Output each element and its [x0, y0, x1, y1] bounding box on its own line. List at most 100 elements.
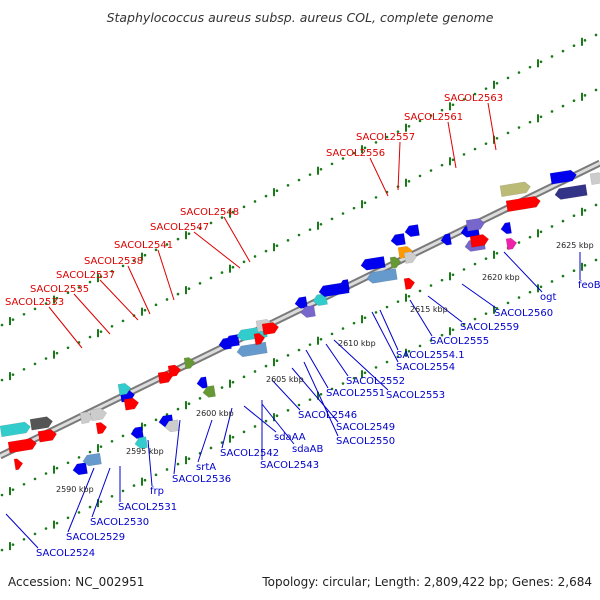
track-dot	[506, 131, 510, 135]
track-dot	[528, 120, 532, 124]
track-dot	[330, 387, 334, 391]
track-dot	[187, 402, 191, 406]
track-dot	[308, 173, 312, 176]
track-dot	[539, 60, 543, 64]
label-leader	[91, 467, 111, 518]
gene-arrow	[338, 279, 350, 292]
track-dot	[55, 521, 59, 525]
track-dot	[539, 285, 543, 289]
gene-arrow	[505, 237, 518, 251]
track-dot	[495, 81, 499, 85]
track-dot	[187, 457, 191, 461]
label-leader	[379, 309, 399, 351]
label-leader	[371, 311, 399, 363]
track-dot	[495, 251, 499, 255]
track-dot	[319, 392, 323, 396]
track-dot	[253, 370, 257, 373]
track-dot	[473, 317, 477, 321]
track-dot	[99, 330, 103, 333]
gene-arrow	[134, 436, 148, 449]
gene-label: SACOL2556	[326, 148, 385, 159]
gene-arrow	[7, 438, 37, 454]
track-dot	[121, 264, 125, 268]
track-dot	[209, 276, 213, 280]
track-dot	[154, 248, 158, 252]
track-dot	[517, 126, 521, 129]
gene-arrow	[117, 383, 132, 396]
track-dot	[88, 450, 92, 454]
track-dot	[462, 268, 466, 271]
track-dot	[517, 241, 521, 244]
gene-arrow	[360, 256, 386, 271]
track-dot	[176, 407, 180, 411]
track-dot	[363, 371, 367, 375]
track-dot	[407, 124, 411, 128]
track-dot	[440, 163, 444, 167]
track-dot	[33, 362, 37, 366]
genome-backbone	[0, 159, 600, 460]
gene-arrow	[167, 364, 182, 378]
gene-arrow	[95, 422, 108, 435]
track-dot	[11, 543, 15, 546]
track-dot	[429, 339, 433, 342]
label-leader	[325, 343, 349, 377]
track-dot	[198, 227, 202, 230]
track-dot	[462, 98, 466, 101]
kbp-label: 2620 kbp	[482, 273, 520, 282]
track-dot	[275, 244, 279, 248]
accession-text: Accession: NC_002951	[8, 575, 144, 589]
track-dot	[44, 302, 48, 305]
track-dot	[66, 461, 70, 465]
gene-arrow	[29, 416, 53, 431]
track-dot	[143, 253, 147, 257]
gene-label: SACOL2538	[84, 256, 143, 267]
track-dot	[33, 477, 37, 481]
gene-label: sdaAB	[292, 444, 324, 455]
track-dot	[209, 446, 213, 450]
track-dot	[429, 169, 433, 172]
kbp-label: 2625 kbp	[556, 241, 594, 250]
track-dot	[242, 430, 246, 434]
kbp-label: 2600 kbp	[196, 409, 234, 418]
track-dot	[242, 375, 246, 379]
label-leader	[99, 279, 139, 321]
gene-label: SACOL2561	[404, 112, 463, 123]
track-dot	[154, 303, 158, 307]
track-dot	[308, 228, 312, 231]
track-dot	[253, 255, 257, 258]
gene-arrow	[0, 421, 31, 438]
track-dot	[583, 264, 587, 267]
scale-ticks	[9, 37, 583, 551]
track-dot	[484, 87, 488, 90]
gene-arrow	[499, 181, 531, 197]
track-dot	[374, 196, 378, 199]
track-dot	[231, 210, 235, 214]
track-dot	[143, 308, 147, 312]
track-dot	[308, 343, 312, 346]
track-dot	[264, 364, 268, 368]
track-dot	[572, 269, 576, 272]
track-dot	[594, 203, 598, 207]
track-dot	[88, 335, 92, 339]
track-dot	[374, 141, 378, 144]
track-dot	[517, 296, 521, 299]
track-dot	[143, 478, 147, 482]
track-dot	[363, 201, 367, 205]
gene-arrow	[236, 341, 268, 358]
track-dot	[550, 55, 554, 58]
gene-label: SACOL2531	[118, 502, 177, 513]
gene-label: SACOL2541	[114, 240, 173, 251]
gene-label: SACOL2553	[386, 390, 445, 401]
track-dot	[341, 157, 345, 160]
gene-label: SACOL2554.1	[396, 350, 465, 361]
track-dot	[187, 287, 191, 291]
track-dot	[374, 366, 378, 369]
track-dot	[286, 409, 290, 412]
track-dot	[407, 349, 411, 353]
track-dot	[0, 548, 4, 552]
label-leaders	[5, 102, 581, 549]
topology-text: Topology: circular; Length: 2,809,422 bp…	[261, 575, 592, 589]
track-dot	[55, 296, 59, 300]
gene-arrow	[72, 462, 88, 476]
track-dot	[264, 194, 268, 198]
